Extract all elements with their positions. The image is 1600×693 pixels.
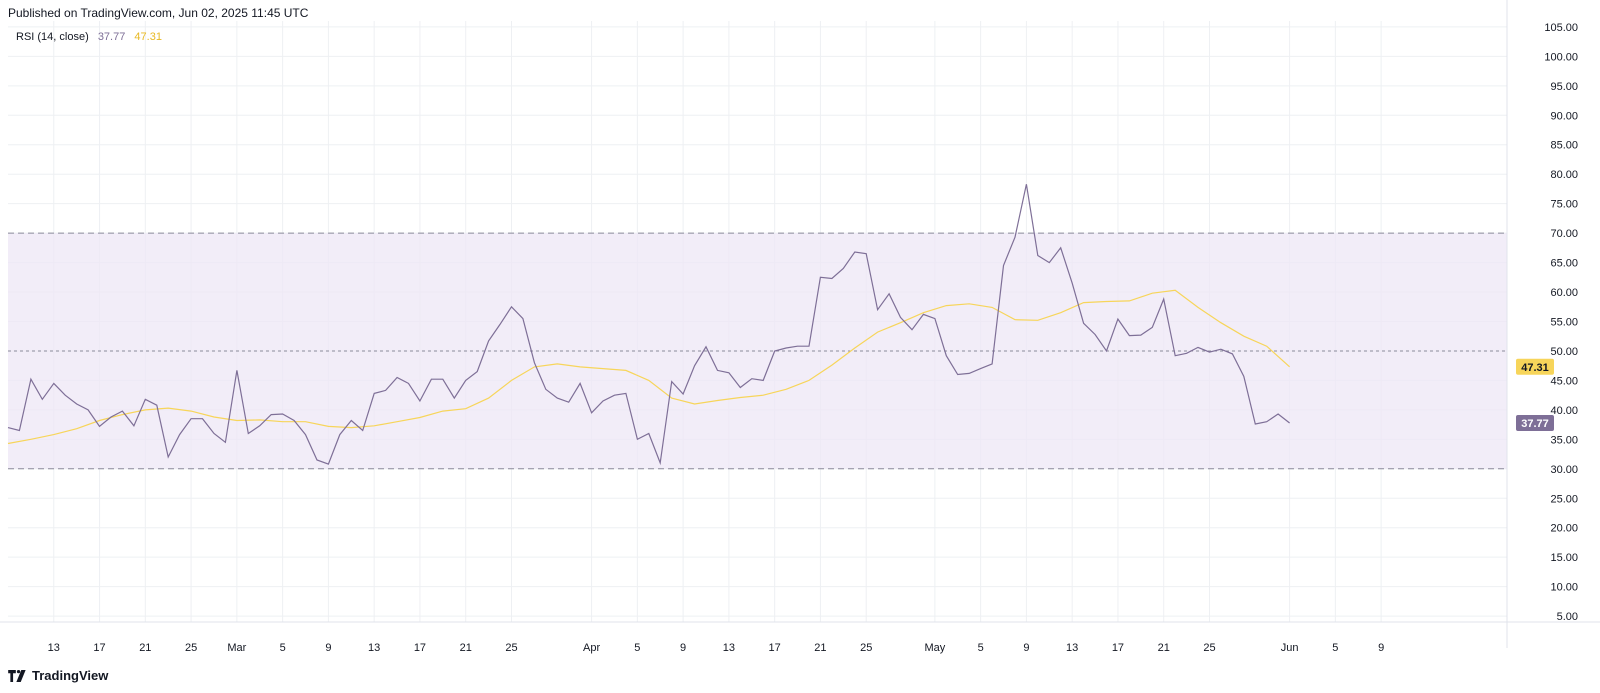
y-tick-label-9: 50.00 <box>1550 346 1578 358</box>
x-tick-label-19: 5 <box>978 642 984 654</box>
x-tick-label-18: May <box>924 642 945 654</box>
x-axis[interactable]: 13 17 21 25 Mar 5 9 13 17 21 25 Apr 5 9 13 17 21 25 May 5 9 1… <box>48 642 1385 654</box>
axis-frame <box>0 0 1600 648</box>
y-tick-label-7: 40.00 <box>1550 405 1578 417</box>
x-tick-label-4: Mar <box>227 642 246 654</box>
x-tick-label-1: 17 <box>93 642 105 654</box>
x-tick-label-26: 5 <box>1332 642 1338 654</box>
x-tick-label-5: 5 <box>280 642 286 654</box>
y-tick-label-11: 60.00 <box>1550 287 1578 299</box>
x-tick-label-12: 5 <box>634 642 640 654</box>
x-tick-label-20: 9 <box>1023 642 1029 654</box>
y-tick-label-3: 20.00 <box>1550 523 1578 535</box>
tradingview-brand: TradingView <box>32 668 109 683</box>
ma-last-value-label: 47.31 <box>1521 362 1549 374</box>
y-tick-label-18: 95.00 <box>1550 81 1578 93</box>
legend-ma-value: 47.31 <box>134 31 162 43</box>
x-tick-label-22: 17 <box>1112 642 1124 654</box>
x-tick-label-6: 9 <box>325 642 331 654</box>
published-header: Published on TradingView.com, Jun 02, 20… <box>8 6 309 20</box>
rsi-series-line <box>7 184 1290 466</box>
x-tick-label-16: 21 <box>814 642 826 654</box>
ma-series-line <box>7 289 1291 445</box>
x-tick-label-15: 17 <box>769 642 781 654</box>
y-axis[interactable]: 5.00 10.00 15.00 20.00 25.00 30.00 35.00 40.00 4… <box>1544 22 1578 623</box>
x-tick-label-21: 13 <box>1066 642 1078 654</box>
y-tick-label-16: 85.00 <box>1550 140 1578 152</box>
ma-last-value-label-bg <box>1516 358 1554 375</box>
x-tick-label-23: 21 <box>1158 642 1170 654</box>
y-tick-label-8: 45.00 <box>1550 375 1578 387</box>
y-tick-label-4: 25.00 <box>1550 493 1578 505</box>
x-tick-label-3: 25 <box>185 642 197 654</box>
legend-label: RSI (14, close) <box>16 31 89 43</box>
last-value-labels: 47.31 37.77 <box>1516 358 1554 432</box>
y-tick-label-14: 75.00 <box>1550 199 1578 211</box>
y-tick-label-12: 65.00 <box>1550 258 1578 270</box>
y-tick-label-2: 15.00 <box>1550 552 1578 564</box>
y-tick-label-17: 90.00 <box>1550 110 1578 122</box>
x-tick-label-10: 25 <box>505 642 517 654</box>
x-tick-label-11: Apr <box>583 642 600 654</box>
y-tick-label-6: 35.00 <box>1550 434 1578 446</box>
tradingview-footer[interactable]: TradingView <box>8 668 108 683</box>
band-lines <box>8 232 1507 470</box>
x-tick-label-27: 9 <box>1378 642 1384 654</box>
y-tick-label-19: 100.00 <box>1544 51 1578 63</box>
y-tick-label-20: 105.00 <box>1544 22 1578 34</box>
y-tick-label-13: 70.00 <box>1550 228 1578 240</box>
x-tick-label-14: 13 <box>723 642 735 654</box>
x-tick-label-8: 17 <box>414 642 426 654</box>
y-tick-label-1: 10.00 <box>1550 582 1578 594</box>
legend-rsi-value: 37.77 <box>97 31 126 43</box>
x-tick-label-7: 13 <box>368 642 380 654</box>
y-tick-label-0: 5.00 <box>1557 611 1578 623</box>
x-tick-label-2: 21 <box>139 642 151 654</box>
y-tick-label-5: 30.00 <box>1550 464 1578 476</box>
rsi-last-value-label-bg <box>1516 415 1554 432</box>
indicator-legend[interactable]: RSI (14, close) 37.77 47.31 <box>16 31 162 43</box>
tradingview-logo-icon <box>8 669 26 682</box>
x-tick-label-0: 13 <box>48 642 60 654</box>
x-tick-label-9: 21 <box>460 642 472 654</box>
x-tick-label-13: 9 <box>680 642 686 654</box>
y-tick-label-15: 80.00 <box>1550 169 1578 181</box>
x-tick-label-25: Jun <box>1281 642 1299 654</box>
y-tick-label-10: 55.00 <box>1550 317 1578 329</box>
x-tick-label-17: 25 <box>860 642 872 654</box>
x-tick-label-24: 25 <box>1203 642 1215 654</box>
rsi-last-value-label: 37.77 <box>1521 418 1549 430</box>
